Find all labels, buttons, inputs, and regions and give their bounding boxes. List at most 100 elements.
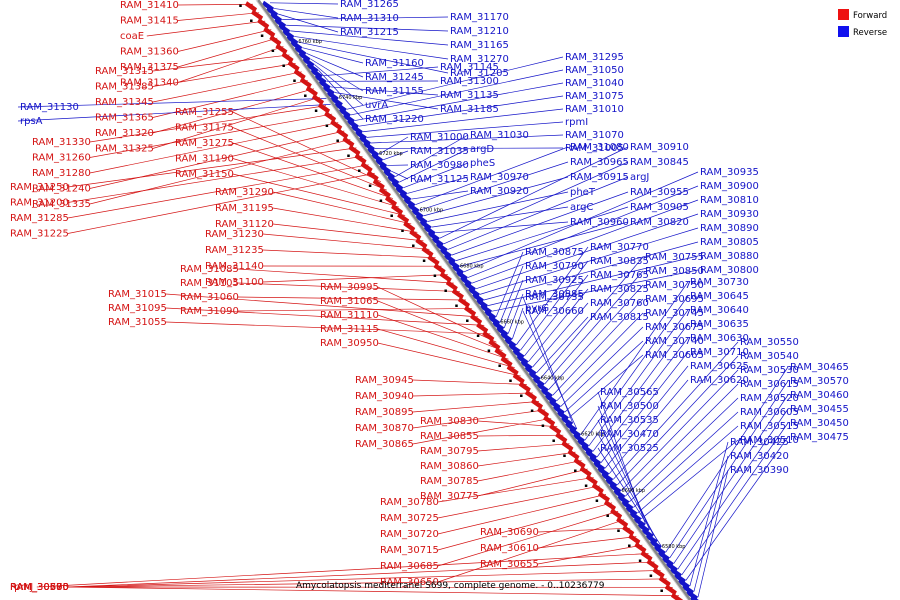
gene-label: RAM_31235 bbox=[205, 245, 264, 256]
connector-line bbox=[411, 190, 469, 200]
gene-label: RAM_30620 bbox=[690, 375, 749, 386]
connector-line bbox=[274, 8, 339, 19]
forward-gene-glyph bbox=[372, 178, 385, 190]
axis-marker bbox=[347, 154, 350, 157]
genome-axis-highlight bbox=[255, 0, 689, 600]
gene-label: RAM_30515 bbox=[740, 421, 799, 432]
gene-label: RAM_31320 bbox=[95, 128, 154, 139]
forward-gene-glyph bbox=[415, 237, 428, 249]
forward-gene-glyph bbox=[524, 389, 537, 401]
gene-label: RAM_30910 bbox=[630, 142, 689, 153]
gene-label: RAM_31215 bbox=[340, 27, 399, 38]
gene-label: RAM_31090 bbox=[180, 306, 239, 317]
connector-line bbox=[232, 158, 400, 208]
gene-label: RAM_30755 bbox=[645, 252, 704, 263]
gene-label: RAM_31245 bbox=[365, 72, 424, 83]
connector-line bbox=[483, 241, 699, 301]
connector-line bbox=[377, 342, 521, 377]
connector-line bbox=[477, 434, 564, 437]
gene-label: RAM_30645 bbox=[690, 291, 749, 302]
gene-label: RAM_30660 bbox=[525, 306, 584, 317]
gene-label: RAM_31255 bbox=[175, 107, 234, 118]
connector-line bbox=[477, 468, 588, 497]
gene-label: coaE bbox=[120, 31, 144, 42]
connector-line bbox=[435, 221, 569, 234]
gene-label: RAM_30690 bbox=[480, 527, 539, 538]
gene-label: RAM_31220 bbox=[365, 114, 424, 125]
connector-line bbox=[67, 164, 369, 219]
connector-line bbox=[272, 207, 418, 233]
gene-label: RAM_30625 bbox=[690, 361, 749, 372]
connector-line bbox=[673, 394, 789, 564]
gene-label: RAM_30530 bbox=[740, 365, 799, 376]
gene-label: RAM_31160 bbox=[365, 58, 424, 69]
gene-label: RAM_31170 bbox=[450, 12, 509, 23]
forward-gene-glyph bbox=[640, 550, 653, 562]
connector-line bbox=[556, 312, 644, 402]
gene-label: RAM_30565 bbox=[600, 387, 659, 398]
axis-marker bbox=[379, 199, 383, 202]
connector-line bbox=[390, 170, 409, 180]
gene-label: RAM_30735 bbox=[525, 292, 584, 303]
gene-label: RAM_30390 bbox=[730, 465, 789, 476]
connector-line bbox=[330, 86, 439, 96]
axis-marker bbox=[509, 379, 512, 382]
connector-line bbox=[362, 108, 564, 133]
gene-label: RAM_31155 bbox=[365, 86, 424, 97]
axis-marker bbox=[433, 274, 437, 277]
connector-line bbox=[89, 130, 345, 189]
connector-line bbox=[146, 20, 266, 37]
connector-line bbox=[17, 103, 343, 122]
forward-gene-glyph bbox=[439, 271, 452, 283]
gene-label: RAM_31040 bbox=[565, 78, 624, 89]
forward-gene-glyph bbox=[616, 516, 629, 528]
gene-label: RAM_31195 bbox=[215, 203, 274, 214]
forward-gene-glyph bbox=[378, 187, 391, 199]
gene-label: RAM_30740 bbox=[645, 336, 704, 347]
gene-label: RAM_31310 bbox=[340, 13, 399, 24]
axis-marker bbox=[293, 79, 296, 82]
connector-line bbox=[451, 191, 629, 256]
forward-gene-glyph bbox=[245, 1, 258, 13]
connector-line bbox=[294, 36, 449, 60]
axis-marker bbox=[412, 244, 415, 247]
gene-label: RAM_31065 bbox=[320, 296, 379, 307]
axis-marker bbox=[606, 514, 609, 517]
connector-line bbox=[621, 369, 739, 491]
connector-line bbox=[669, 380, 789, 559]
kbp-tick-label: 6680 kbp bbox=[460, 263, 484, 269]
connector-line bbox=[516, 246, 589, 346]
connector-line bbox=[177, 37, 278, 68]
gene-label: RAM_30450 bbox=[790, 418, 849, 429]
gene-label: RAM_30575 bbox=[10, 582, 69, 593]
gene-label: RAM_31075 bbox=[565, 91, 624, 102]
kbp-tick-label: 6740 kbp bbox=[339, 95, 363, 101]
gene-label: RAM_30465 bbox=[790, 362, 849, 373]
gene-label: RAM_31315 bbox=[95, 66, 154, 77]
connector-line bbox=[580, 281, 689, 435]
connector-line bbox=[177, 3, 254, 6]
connector-line bbox=[412, 417, 552, 445]
gene-label: RAM_30835 bbox=[590, 256, 649, 267]
reverse-gene-glyph bbox=[689, 595, 699, 600]
gene-label: RAM_30520 bbox=[740, 393, 799, 404]
connector-line bbox=[522, 310, 578, 430]
connector-line bbox=[67, 586, 679, 597]
forward-gene-glyph bbox=[409, 229, 422, 241]
connector-line bbox=[437, 502, 613, 551]
connector-line bbox=[152, 71, 302, 103]
gene-label: RAM_30780 bbox=[380, 497, 439, 508]
connector-line bbox=[152, 96, 321, 149]
axis-marker bbox=[628, 544, 631, 547]
gene-label: RAM_31080 bbox=[570, 142, 629, 153]
gene-label: RAM_30500 bbox=[600, 401, 659, 412]
forward-gene-glyph bbox=[585, 474, 598, 486]
gene-label: RAM_30825 bbox=[590, 284, 649, 295]
connector-line bbox=[471, 199, 699, 284]
axis-marker bbox=[595, 499, 599, 502]
connector-line bbox=[537, 544, 643, 565]
gene-label: RAM_31340 bbox=[120, 78, 179, 89]
connector-line bbox=[314, 64, 364, 106]
forward-gene-glyph bbox=[251, 9, 264, 21]
connector-line bbox=[548, 284, 644, 390]
